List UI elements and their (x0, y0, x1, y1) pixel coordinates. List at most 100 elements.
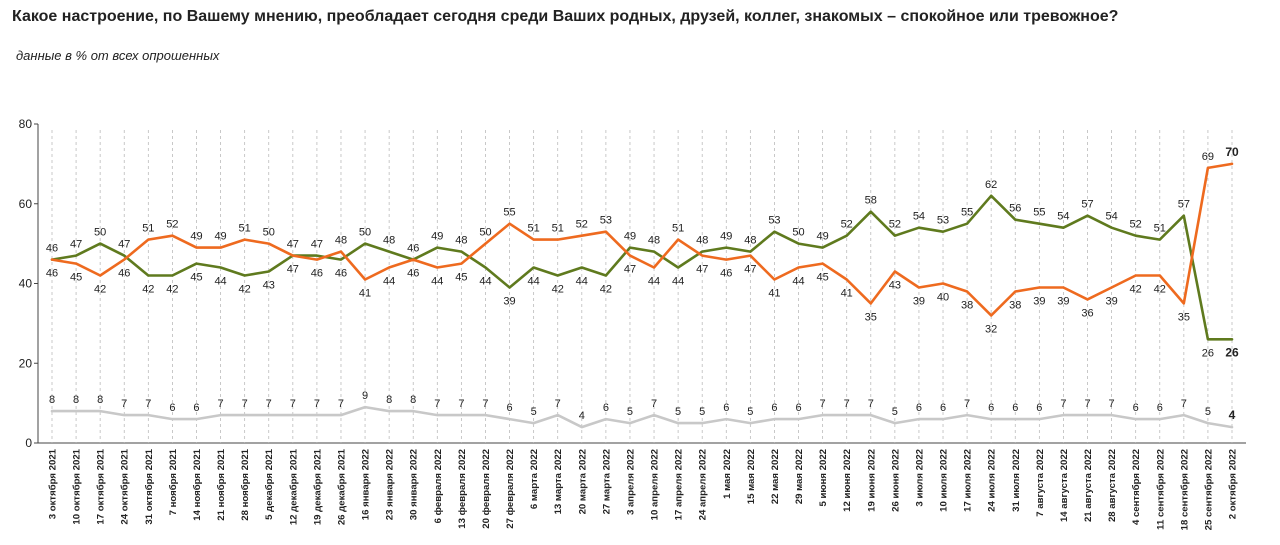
data-label: 39 (1033, 295, 1045, 307)
data-label: 26 (1202, 347, 1214, 359)
data-label: 42 (142, 284, 154, 296)
data-label: 44 (383, 276, 395, 288)
data-label: 35 (1178, 311, 1190, 323)
x-tick-label: 4 сентября 2022 (1131, 449, 1142, 525)
data-label: 47 (696, 264, 708, 276)
x-tick-label: 10 октября 2021 (72, 448, 83, 524)
x-tick-label: 10 апреля 2022 (650, 449, 661, 520)
data-label: 55 (503, 207, 515, 219)
data-label: 47 (744, 264, 756, 276)
x-tick-label: 2 октября 2022 (1228, 449, 1239, 519)
data-label: 49 (190, 231, 202, 243)
data-label: 44 (479, 276, 491, 288)
data-label: 6 (916, 402, 922, 414)
data-label: 6 (1036, 402, 1042, 414)
x-tick-label: 16 января 2022 (361, 449, 372, 520)
x-tick-label: 14 ноября 2021 (192, 448, 203, 520)
x-tick-label: 28 августа 2022 (1107, 449, 1118, 522)
chart-title: Какое настроение, по Вашему мнению, прео… (12, 8, 1119, 25)
x-tick-label: 18 сентября 2022 (1179, 449, 1190, 530)
data-label: 44 (648, 276, 660, 288)
data-label: 44 (431, 276, 443, 288)
data-label: 4 (579, 410, 585, 422)
x-tick-label: 26 декабря 2021 (336, 448, 347, 525)
x-tick-label: 20 февраля 2022 (481, 449, 492, 529)
x-tick-label: 29 мая 2022 (794, 449, 805, 504)
data-label: 7 (555, 398, 561, 410)
data-label: 53 (600, 215, 612, 227)
data-label: 7 (121, 398, 127, 410)
data-label: 48 (383, 235, 395, 247)
data-label: 51 (239, 223, 251, 235)
data-label: 49 (720, 231, 732, 243)
x-tick-label: 17 октября 2021 (96, 448, 107, 524)
x-tick-label: 14 августа 2022 (1059, 449, 1070, 522)
x-tick-label: 31 июля 2022 (1011, 449, 1022, 512)
x-tick-label: 11 сентября 2022 (1155, 449, 1166, 530)
x-tick-label: 15 мая 2022 (746, 449, 757, 504)
x-tick-label: 30 января 2022 (409, 449, 420, 520)
data-label: 51 (142, 223, 154, 235)
data-label: 41 (359, 288, 371, 300)
data-label: 47 (624, 264, 636, 276)
data-label: 50 (263, 227, 275, 239)
x-tick-label: 26 июня 2022 (890, 449, 901, 512)
data-label: 8 (73, 394, 79, 406)
data-label: 51 (528, 223, 540, 235)
chart-series (50, 162, 1234, 429)
data-label: 7 (844, 398, 850, 410)
x-tick-label: 19 декабря 2021 (312, 448, 323, 525)
data-label: 44 (792, 276, 804, 288)
data-label: 48 (744, 235, 756, 247)
data-label: 57 (1081, 199, 1093, 211)
data-label: 8 (386, 394, 392, 406)
data-label: 54 (1105, 211, 1117, 223)
data-label: 41 (841, 288, 853, 300)
data-label: 45 (70, 272, 82, 284)
data-label: 36 (1081, 307, 1093, 319)
series-line-2 (50, 162, 1234, 317)
data-label: 6 (193, 402, 199, 414)
y-tick-label: 0 (25, 436, 32, 450)
data-label: 8 (97, 394, 103, 406)
data-label: 39 (503, 295, 515, 307)
data-label: 5 (627, 406, 633, 418)
data-label: 46 (46, 243, 58, 255)
x-tick-label: 28 ноября 2021 (240, 448, 251, 520)
data-label: 7 (964, 398, 970, 410)
data-label: 69 (1202, 151, 1214, 163)
data-label: 52 (841, 219, 853, 231)
data-label: 47 (287, 239, 299, 251)
data-label: 56 (1009, 203, 1021, 215)
data-label: 47 (287, 264, 299, 276)
data-label: 47 (311, 239, 323, 251)
data-label: 45 (455, 272, 467, 284)
x-tick-label: 21 ноября 2021 (216, 448, 227, 520)
data-label: 43 (263, 280, 275, 292)
data-label: 7 (266, 398, 272, 410)
data-label: 8 (410, 394, 416, 406)
x-tick-label: 20 марта 2022 (577, 449, 588, 514)
x-tick-label: 5 июня 2022 (818, 449, 829, 507)
data-label: 7 (651, 398, 657, 410)
data-label: 6 (940, 402, 946, 414)
data-label: 46 (407, 268, 419, 280)
data-label: 49 (816, 231, 828, 243)
data-label: 5 (1205, 406, 1211, 418)
data-label: 6 (723, 402, 729, 414)
data-label: 7 (1060, 398, 1066, 410)
x-tick-label: 12 декабря 2021 (288, 448, 299, 525)
data-label: 46 (407, 243, 419, 255)
data-label: 44 (576, 276, 588, 288)
data-label: 58 (865, 195, 877, 207)
data-label: 46 (46, 268, 58, 280)
data-label: 51 (672, 223, 684, 235)
data-label: 7 (218, 398, 224, 410)
data-label: 7 (458, 398, 464, 410)
data-label: 7 (482, 398, 488, 410)
data-label: 7 (242, 398, 248, 410)
data-label: 50 (479, 227, 491, 239)
data-label: 7 (868, 398, 874, 410)
data-label: 6 (1133, 402, 1139, 414)
